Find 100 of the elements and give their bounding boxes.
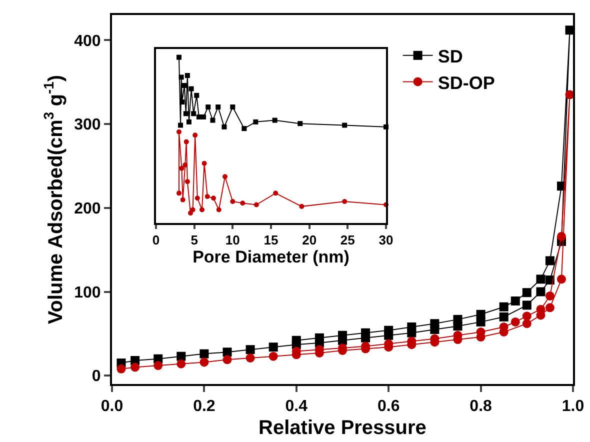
point <box>179 166 184 171</box>
point <box>499 302 508 312</box>
point <box>476 310 486 319</box>
point <box>545 256 554 266</box>
point <box>556 232 566 241</box>
point <box>510 317 520 326</box>
x-tick-label: 15 <box>264 232 278 248</box>
y-tick-label: 300 <box>74 116 101 134</box>
point <box>453 314 462 324</box>
point <box>200 358 209 367</box>
x-tick-label: 1.0 <box>562 398 584 416</box>
legend-label: SD-OP <box>438 72 495 93</box>
point <box>254 202 259 208</box>
point <box>206 104 211 110</box>
point <box>522 288 532 298</box>
point <box>222 348 232 357</box>
point <box>211 196 216 201</box>
point <box>176 129 182 134</box>
point <box>130 362 140 372</box>
point <box>200 207 204 212</box>
point <box>536 287 546 296</box>
point <box>314 333 324 342</box>
point <box>268 352 278 361</box>
point <box>298 121 303 126</box>
point <box>176 190 182 196</box>
point <box>222 174 228 180</box>
point <box>183 111 188 116</box>
x-tick-label: 0.0 <box>100 398 124 416</box>
x-tick-label: 20 <box>302 232 317 248</box>
point <box>545 303 554 312</box>
point <box>180 197 186 202</box>
point <box>176 352 186 361</box>
point <box>342 198 348 204</box>
point <box>272 118 278 123</box>
x-tick-label: 5 <box>190 232 198 248</box>
point <box>196 114 202 120</box>
point <box>230 104 236 110</box>
point <box>202 160 207 166</box>
point <box>230 198 236 204</box>
point <box>384 326 394 335</box>
x-tick-label: 0.8 <box>470 398 492 416</box>
point <box>522 312 532 321</box>
point <box>216 207 222 212</box>
point <box>536 274 546 284</box>
legend-label: SD <box>438 46 463 66</box>
point <box>273 190 278 196</box>
point <box>188 210 193 216</box>
point <box>556 274 566 284</box>
point <box>186 119 192 124</box>
point <box>246 345 255 354</box>
point <box>204 194 210 199</box>
x-tick-label: 0 <box>152 232 160 248</box>
point <box>222 124 227 130</box>
point <box>192 132 198 138</box>
x-tick-label: 10 <box>225 232 240 248</box>
point <box>194 92 200 98</box>
point <box>180 100 185 105</box>
point <box>299 204 304 209</box>
point <box>188 86 194 92</box>
point <box>200 349 209 358</box>
point <box>176 54 182 60</box>
y-tick-label: 200 <box>74 200 101 218</box>
point <box>201 114 206 120</box>
x-tick-label: 30 <box>378 232 394 248</box>
point <box>242 126 247 132</box>
point <box>342 122 348 128</box>
point <box>184 73 190 78</box>
point <box>176 359 186 368</box>
point <box>222 355 232 364</box>
point <box>216 104 221 110</box>
point <box>522 300 532 310</box>
point <box>210 118 216 123</box>
y-tick-label: 400 <box>74 32 101 50</box>
point <box>522 319 532 328</box>
point <box>407 322 416 332</box>
y-tick-label: 100 <box>74 284 101 302</box>
point <box>240 200 246 206</box>
point <box>182 162 188 168</box>
point <box>510 296 520 306</box>
y-tick-label: 0 <box>92 368 101 386</box>
point <box>178 122 184 128</box>
point <box>499 312 508 322</box>
point <box>361 328 370 338</box>
point <box>430 319 440 328</box>
point <box>191 111 196 116</box>
point <box>190 207 196 212</box>
point <box>178 74 184 80</box>
point <box>246 354 255 362</box>
point <box>194 196 200 201</box>
point <box>184 179 190 184</box>
x-tick-label: 0.4 <box>285 398 308 416</box>
point <box>253 119 258 124</box>
point <box>116 364 126 374</box>
point <box>545 291 554 300</box>
point <box>268 342 278 352</box>
x-tick-label: 0.2 <box>193 398 216 416</box>
x-tick-label: 25 <box>340 232 355 248</box>
x-axis-title: Pore Diameter (nm) <box>192 248 350 267</box>
point <box>184 139 189 144</box>
point <box>154 361 163 370</box>
